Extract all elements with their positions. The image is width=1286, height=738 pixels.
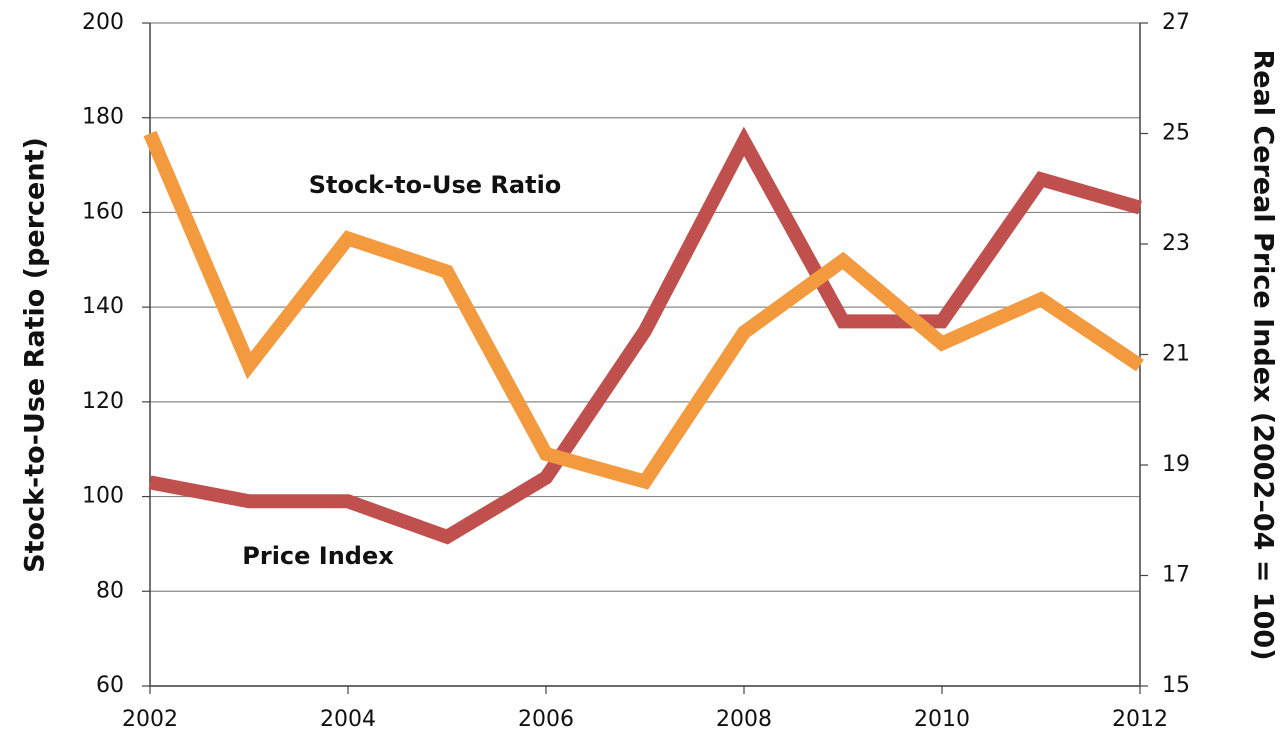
series-label: Stock-to-Use Ratio: [309, 171, 562, 199]
x-tick-label: 2012: [1112, 707, 1168, 732]
x-tick-label: 2010: [914, 707, 970, 732]
series-line: [148, 126, 1142, 545]
y2-tick-label: 19: [1162, 452, 1190, 477]
x-tick-label: 2006: [518, 707, 574, 732]
y-tick-label: 200: [82, 10, 124, 35]
y-tick-label: 60: [96, 673, 124, 698]
x-tick-label: 2008: [716, 707, 772, 732]
y-tick-label: 120: [82, 389, 124, 414]
y-tick-label: 160: [82, 199, 124, 224]
y-tick-label: 100: [82, 484, 124, 509]
series-label: Price Index: [242, 542, 394, 570]
y2-tick-label: 25: [1162, 121, 1190, 146]
x-tick-label: 2004: [320, 707, 376, 732]
y-tick-label: 80: [96, 578, 124, 603]
y2-axis-title: Real Cereal Price Index (2002–04 = 100): [1248, 49, 1279, 660]
y2-tick-label: 15: [1162, 673, 1190, 698]
y2-tick-label: 27: [1162, 10, 1190, 35]
y-tick-label: 140: [82, 294, 124, 319]
x-tick-label: 2002: [122, 707, 178, 732]
y2-tick-label: 21: [1162, 342, 1190, 367]
y2-tick-label: 17: [1162, 563, 1190, 588]
y2-tick-label: 23: [1162, 231, 1190, 256]
y-tick-label: 180: [82, 105, 124, 130]
series-line: [143, 130, 1144, 490]
y-axis-title: Stock-to-Use Ratio (percent): [20, 137, 51, 573]
